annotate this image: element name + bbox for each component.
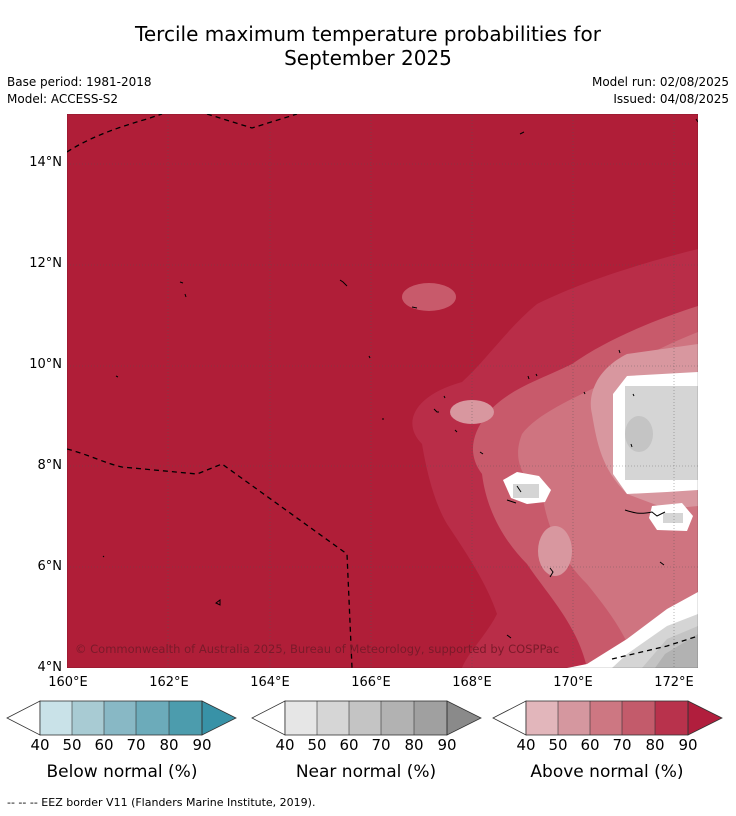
- swatch-above-80: [655, 701, 688, 735]
- swatch-above-40: [526, 701, 558, 735]
- swatch-below-40: [40, 701, 72, 735]
- issued-date: Issued: 04/08/2025: [613, 92, 729, 106]
- lat-label-6N: 6°N: [37, 559, 63, 574]
- colorbar-above-normal: [492, 700, 723, 736]
- base-period: Base period: 1981-2018: [7, 75, 152, 89]
- map-panel: © Commonwealth of Australia 2025, Bureau…: [67, 114, 698, 668]
- below-tick-70: 70: [126, 736, 146, 754]
- swatch-below-50: [72, 701, 104, 735]
- near-tick-40: 40: [275, 736, 295, 754]
- lat-label-12N: 12°N: [29, 256, 62, 271]
- below-normal-label: Below normal (%): [46, 762, 198, 782]
- below-tick-40: 40: [30, 736, 50, 754]
- lon-label-172E: 172°E: [654, 675, 694, 690]
- model-name: Model: ACCESS-S2: [7, 92, 119, 106]
- below-tick-50: 50: [62, 736, 82, 754]
- swatch-above-60: [590, 701, 622, 735]
- swatch-near-50: [317, 701, 349, 735]
- colorbar-near-normal: [251, 700, 482, 736]
- near-normal-center: [513, 484, 539, 498]
- swatch-near-70: [381, 701, 414, 735]
- meta-right: Model run: 02/08/2025 Issued: 04/08/2025: [592, 74, 729, 108]
- meta-left: Base period: 1981-2018 Model: ACCESS-S2: [7, 74, 152, 108]
- colorbar-below-normal: [6, 700, 237, 736]
- above-normal-label: Above normal (%): [530, 762, 684, 782]
- near-tick-50: 50: [307, 736, 327, 754]
- near-tick-70: 70: [371, 736, 391, 754]
- above-tick-90: 90: [678, 736, 698, 754]
- swatch-below-80: [169, 701, 202, 735]
- lon-label-164E: 164°E: [250, 675, 290, 690]
- above-80-patch: [402, 283, 456, 311]
- eez-footnote: -- -- -- EEZ border V11 (Flanders Marine…: [7, 796, 316, 809]
- near-normal-label: Near normal (%): [295, 762, 437, 782]
- lat-label-4N: 4°N: [37, 660, 63, 675]
- model-run: Model run: 02/08/2025: [591, 75, 729, 89]
- above-tick-40: 40: [516, 736, 536, 754]
- lon-label-168E: 168°E: [452, 675, 492, 690]
- above-tick-60: 60: [580, 736, 600, 754]
- title-line-1: Tercile maximum temperature probabilitie…: [135, 22, 601, 46]
- above-tick-80: 80: [645, 736, 665, 754]
- swatch-above-50: [558, 701, 590, 735]
- above-50-patch-south: [538, 526, 572, 576]
- islands: [102, 118, 698, 639]
- swatch-above-70: [622, 701, 655, 735]
- lon-label-166E: 166°E: [351, 675, 391, 690]
- below-tick-90: 90: [192, 736, 212, 754]
- gridlines: [67, 114, 698, 668]
- swatch-near-40: [285, 701, 317, 735]
- lat-label-8N: 8°N: [37, 458, 63, 473]
- title-line-2: September 2025: [284, 46, 452, 70]
- above-tick-50: 50: [548, 736, 568, 754]
- lon-label-170E: 170°E: [553, 675, 593, 690]
- copyright-text: © Commonwealth of Australia 2025, Bureau…: [75, 642, 559, 656]
- below-tick-60: 60: [94, 736, 114, 754]
- below-tick-80: 80: [159, 736, 179, 754]
- lon-label-162E: 162°E: [149, 675, 189, 690]
- near-normal-southeast-70: [655, 634, 698, 668]
- lat-label-14N: 14°N: [29, 155, 62, 170]
- swatch-below-70: [136, 701, 169, 735]
- map-title: Tercile maximum temperature probabilitie…: [0, 22, 736, 70]
- near-tick-60: 60: [339, 736, 359, 754]
- lat-label-10N: 10°N: [29, 357, 62, 372]
- lon-label-160E: 160°E: [48, 675, 88, 690]
- above-tick-70: 70: [612, 736, 632, 754]
- near-normal-east-inner: [625, 416, 653, 452]
- near-normal-east-small: [663, 513, 683, 523]
- swatch-below-60: [104, 701, 136, 735]
- near-tick-90: 90: [437, 736, 457, 754]
- swatch-near-80: [414, 701, 447, 735]
- eez-borders: [67, 114, 698, 668]
- near-tick-80: 80: [404, 736, 424, 754]
- swatch-near-60: [349, 701, 381, 735]
